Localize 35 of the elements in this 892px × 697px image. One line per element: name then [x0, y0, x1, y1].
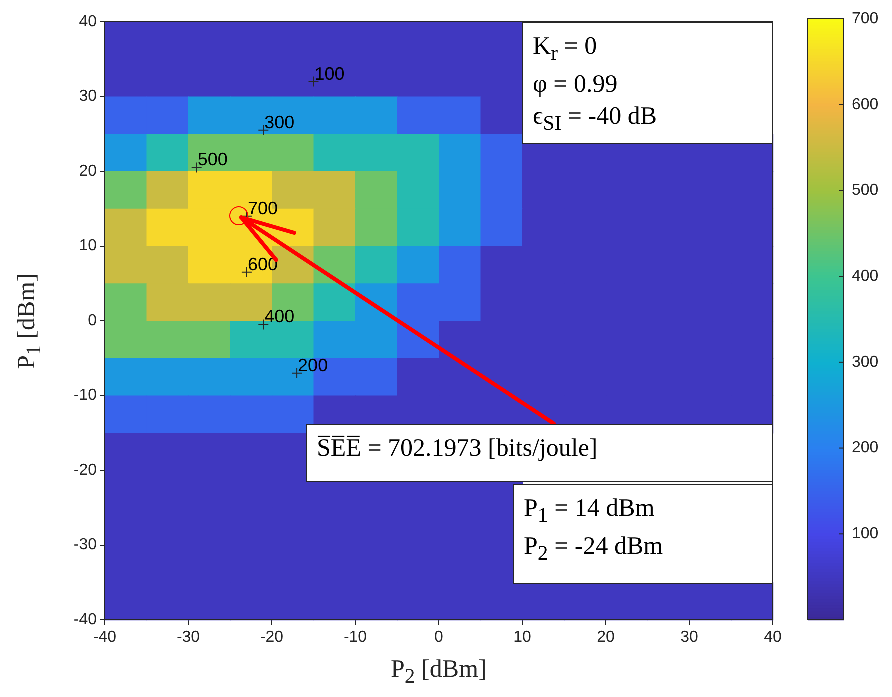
x-tick-label: 20: [597, 629, 615, 646]
annotation: 700: [248, 198, 278, 218]
color-bar-label: 300: [852, 354, 879, 371]
y-tick-label: 40: [79, 13, 98, 30]
annotation: 200: [298, 355, 328, 376]
color-bar-label: 600: [852, 96, 879, 114]
annotation: 100: [314, 64, 345, 84]
color-bar-label: 200: [852, 440, 879, 457]
y-tick-label: -30: [74, 536, 98, 554]
x-tick-label: 30: [680, 629, 698, 646]
y-tick-label: -10: [74, 387, 98, 404]
y-tick-label: 30: [79, 88, 98, 106]
color-bar-label: 700: [852, 10, 879, 28]
x-tick-label: 40: [764, 629, 782, 646]
x-tick-label: -30: [176, 629, 200, 646]
text-box: K$_{r}$ = 0 φ = 0.99 ϵ$_{SI}$ = -40 dB: [522, 22, 773, 144]
x-axis-title: P$_{2}$ [dBm]: [391, 656, 487, 689]
annotation: 400: [264, 306, 295, 327]
annotation: 500: [198, 150, 228, 170]
x-tick-label: -10: [344, 629, 368, 646]
y-tick-label: -40: [74, 611, 98, 628]
text-box: S̅E̅E̅ = 702.1973 [bits/joule]: [306, 424, 773, 482]
x-tick-label: 0: [434, 629, 444, 646]
y-tick-label: 10: [79, 238, 98, 255]
annotation: 300: [264, 112, 295, 132]
x-tick-label: 10: [514, 629, 532, 646]
y-tick-label: 20: [79, 162, 98, 180]
color-bar-label: 500: [852, 182, 879, 200]
color-bar-label: 100: [852, 526, 879, 543]
text-box: P$_{1}$ = 14 dBm P$_{2}$ = -24 dBm: [513, 484, 773, 584]
x-tick-label: -40: [93, 629, 117, 646]
y-tick-label: -20: [74, 462, 98, 479]
y-tick-label: 0: [88, 312, 98, 330]
x-tick-label: -20: [260, 629, 284, 646]
color-bar-label: 400: [852, 268, 879, 285]
